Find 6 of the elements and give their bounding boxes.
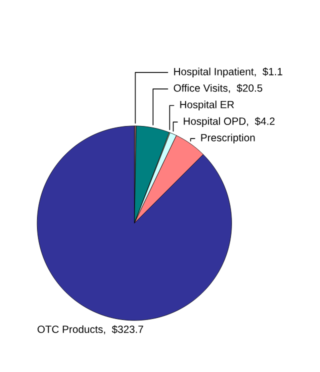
slice-label: Hospital OPD, $4.2 <box>184 117 275 127</box>
slice-label: Office Visits, $20.5 <box>174 84 262 93</box>
slice-label: Hospital ER <box>180 100 234 110</box>
slice-label: OTC Products, $323.7 <box>38 325 144 334</box>
slice-label: Prescription <box>201 134 255 144</box>
slice-label: Hospital Inpatient, $1.1 <box>174 67 282 78</box>
